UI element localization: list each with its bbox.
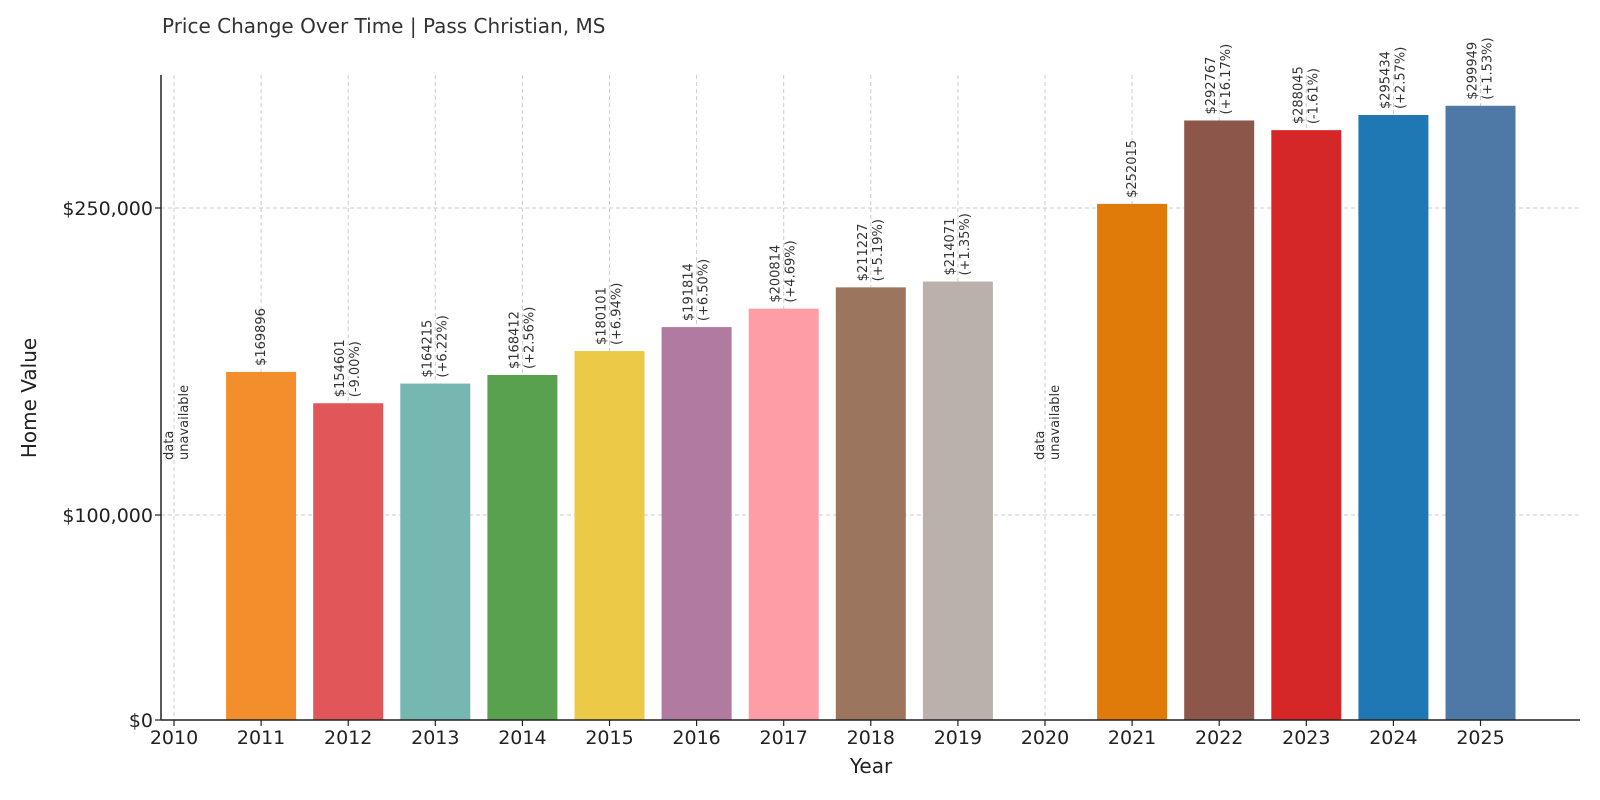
x-tick-label: 2023 xyxy=(1282,727,1330,749)
x-tick-label: 2012 xyxy=(324,727,372,749)
x-tick-label: 2022 xyxy=(1195,727,1243,749)
bar-value-label: $169896 xyxy=(254,308,269,366)
y-axis-title: Home Value xyxy=(17,338,41,458)
bar-2015 xyxy=(574,351,645,720)
bar-value-label: $299949(+1.53%) xyxy=(1466,37,1496,99)
bar-2017 xyxy=(748,308,819,720)
bar-value-label: $295434(+2.57%) xyxy=(1378,47,1408,109)
missing-data-label: dataunavailable xyxy=(1033,385,1063,460)
x-tick-label: 2025 xyxy=(1456,727,1504,749)
bar-value-label: $154601(-9.00%) xyxy=(333,339,363,397)
x-tick-label: 2021 xyxy=(1108,727,1156,749)
missing-data-label: dataunavailable xyxy=(162,385,192,460)
x-tick-label: 2015 xyxy=(585,727,633,749)
axes-layer: 2010 2011 2012 2013 2014 2015 2016 2017 2018 2019… xyxy=(62,75,1580,749)
bar-value-label: $252015 xyxy=(1125,140,1140,198)
chart-title: Price Change Over Time | Pass Christian,… xyxy=(162,14,606,38)
bar-value-label: $200814(+4.69%) xyxy=(769,240,799,302)
bar-2013 xyxy=(400,383,471,720)
bar-2025 xyxy=(1445,105,1516,720)
bar-2024 xyxy=(1358,115,1429,721)
x-tick-label: 2011 xyxy=(237,727,285,749)
bar-value-label: $164215(+6.22%) xyxy=(420,315,450,377)
x-tick-label: 2010 xyxy=(150,727,198,749)
bar-2021 xyxy=(1097,203,1168,720)
bar-value-label: $211227(+5.19%) xyxy=(856,219,886,281)
x-tick-label: 2014 xyxy=(498,727,546,749)
labels-layer: dataunavailable $169896 $154601(-9.00%) $16… xyxy=(162,37,1496,460)
bar-2012 xyxy=(313,403,384,720)
bar-value-label: $191814(+6.50%) xyxy=(682,259,712,321)
bar-2023 xyxy=(1271,130,1342,720)
x-tick-label: 2017 xyxy=(760,727,808,749)
bar-2022 xyxy=(1184,120,1255,720)
x-tick-label: 2016 xyxy=(672,727,720,749)
bar-2019 xyxy=(922,281,993,720)
x-tick-label: 2018 xyxy=(847,727,895,749)
bar-value-label: $168412(+2.56%) xyxy=(507,307,537,369)
bar-2018 xyxy=(835,287,906,720)
bar-value-label: $288045(-1.61%) xyxy=(1291,66,1321,124)
bar-value-label: $180101(+6.94%) xyxy=(595,283,625,345)
bar-value-label: $214071(+1.35%) xyxy=(943,213,973,275)
x-tick-label: 2024 xyxy=(1369,727,1417,749)
bar-2011 xyxy=(226,371,297,720)
x-tick-label: 2020 xyxy=(1021,727,1069,749)
y-tick-label: $100,000 xyxy=(62,505,153,527)
x-tick-label: 2013 xyxy=(411,727,459,749)
bar-value-label: $292767(+16.17%) xyxy=(1204,44,1234,115)
bars-layer xyxy=(226,105,1516,721)
bar-2014 xyxy=(487,374,558,720)
bar-2016 xyxy=(661,327,732,720)
y-tick-label: $0 xyxy=(129,710,153,732)
x-axis-title: Year xyxy=(849,754,893,778)
x-tick-label: 2019 xyxy=(934,727,982,749)
y-tick-label: $250,000 xyxy=(62,198,153,220)
